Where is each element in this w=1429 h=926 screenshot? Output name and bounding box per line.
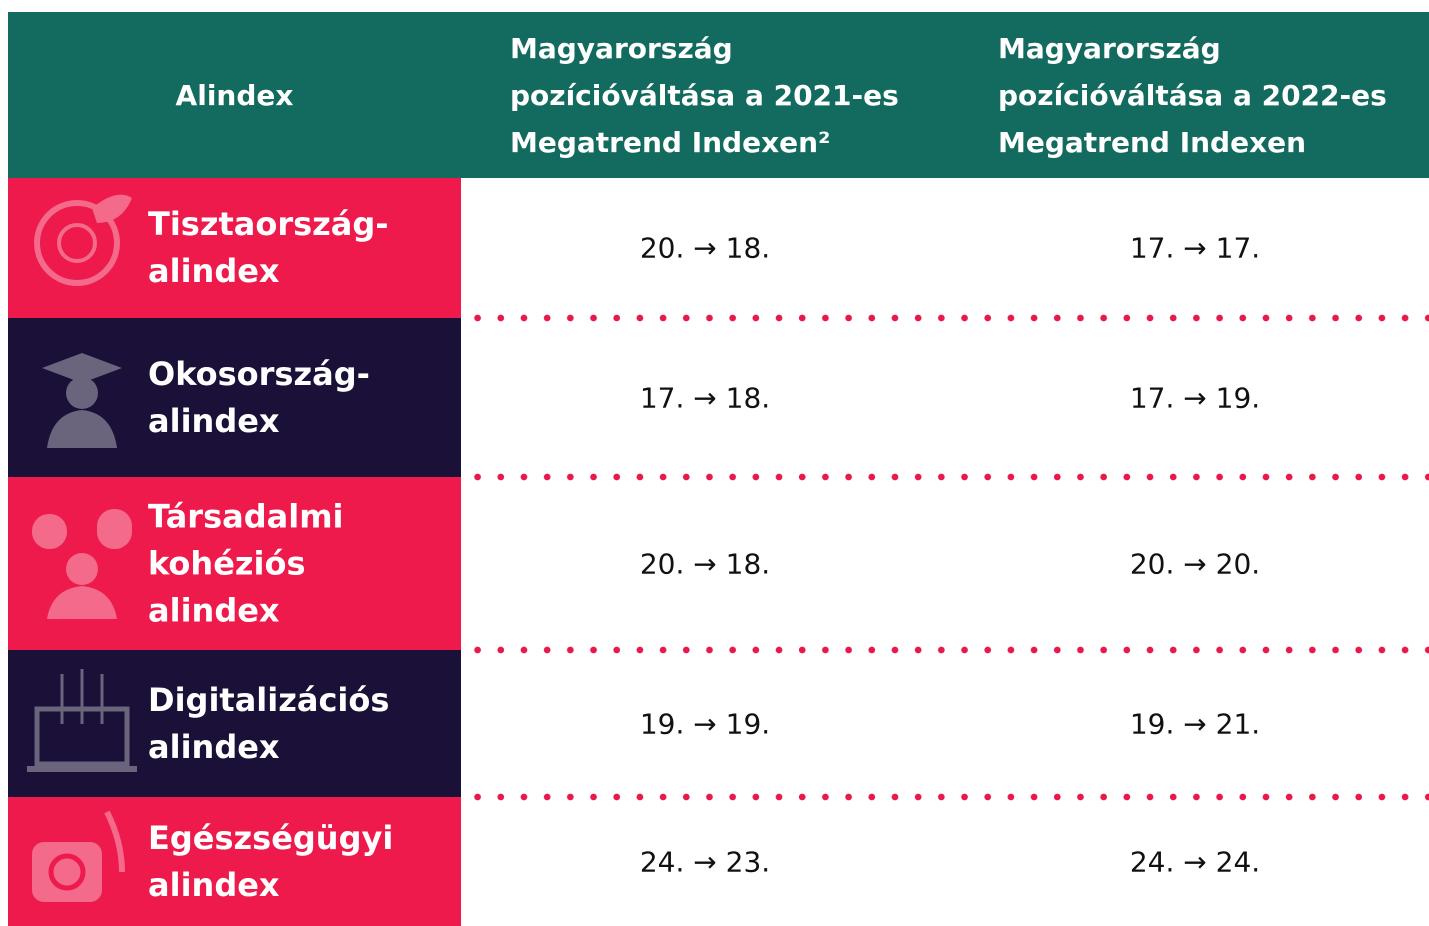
cell-value: 24. → 23. [639,845,771,878]
row-label-cell: Digitalizációs alindex [8,650,461,797]
icon [42,352,122,448]
cell-value: 19. → 21. [1129,707,1261,740]
row-label-cell: Tisztaország-alindex [8,178,461,318]
cell-value: 20. → 18. [639,231,771,265]
header-row [8,12,1429,178]
header-cell: Magyarország pozícióváltása a 2022-es Me… [998,31,1387,159]
row-label: Társadalmi kohéziós alindex [148,497,344,629]
row-divider [462,792,1429,802]
cell-value: 19. → 19. [639,707,771,740]
cell-value: 20. → 20. [1129,547,1261,580]
icon [34,194,132,286]
icon [27,668,137,772]
row-label: Tisztaország-alindex [148,205,389,290]
icon [32,508,132,619]
row-label: Egészségügyi alindex [148,818,394,904]
icon [32,810,125,902]
cell-value: 20. → 18. [639,547,771,580]
header-cell: Magyarország pozícióváltása a 2021-es Me… [510,31,899,159]
cell-value: 17. → 19. [1129,381,1261,414]
row-label-cell: Okosország-alindex [8,318,461,477]
cell-value: 17. → 17. [1129,231,1261,265]
row-divider [462,472,1429,482]
header-cell: Alindex [175,78,294,112]
row-label: Digitalizációs alindex [148,680,390,766]
row-label: Okosország-alindex [148,354,370,440]
row-divider [462,313,1429,323]
cell-value: 24. → 24. [1129,845,1261,878]
row-divider [462,645,1429,655]
row-label-cell: Egészségügyi alindex [8,797,461,926]
row-label-cell: Társadalmi kohéziós alindex [8,477,461,650]
cell-value: 17. → 18. [639,381,771,414]
